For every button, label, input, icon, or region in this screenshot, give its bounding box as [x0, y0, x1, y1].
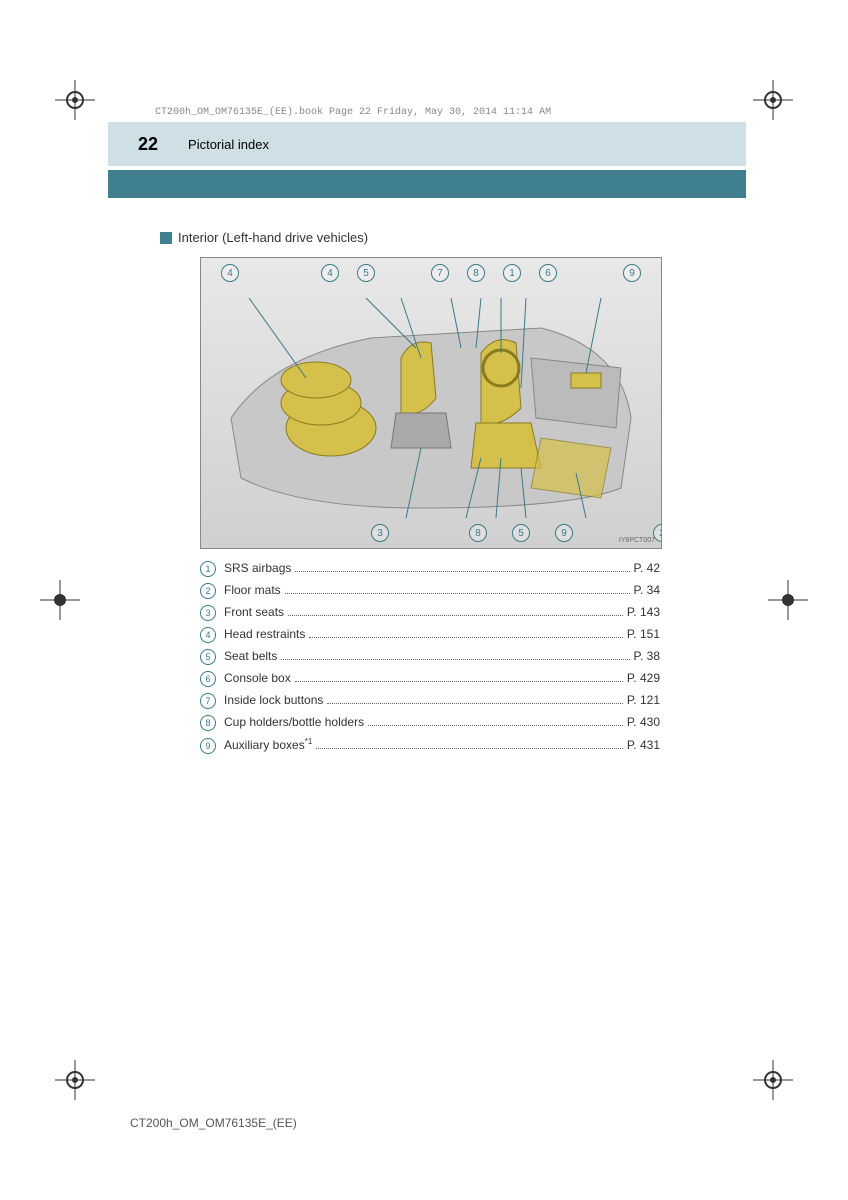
callout-number: 8: [469, 524, 487, 542]
index-label: Inside lock buttons: [224, 693, 323, 707]
index-row: 1 SRS airbags P. 42: [200, 561, 660, 577]
crop-mark-icon: [40, 580, 80, 620]
callout-number: 8: [467, 264, 485, 282]
index-page: P. 42: [634, 561, 660, 575]
index-label: Console box: [224, 671, 291, 685]
section-heading-text: Interior (Left-hand drive vehicles): [178, 230, 368, 245]
crop-mark-icon: [753, 80, 793, 120]
index-page: P. 143: [627, 605, 660, 619]
crop-mark-icon: [55, 1060, 95, 1100]
crop-mark-icon: [753, 1060, 793, 1100]
header-watermark: CT200h_OM_OM76135E_(EE).book Page 22 Fri…: [155, 107, 551, 118]
leader-dots: [327, 702, 622, 704]
index-page: P. 430: [627, 715, 660, 729]
leader-dots: [288, 614, 623, 616]
content-area: Interior (Left-hand drive vehicles): [160, 230, 700, 760]
header-band: 22 Pictorial index: [108, 122, 746, 166]
sub-band: [108, 170, 746, 198]
callout-number: 5: [357, 264, 375, 282]
leader-dots: [295, 570, 629, 572]
index-page: P. 38: [634, 649, 660, 663]
index-row: 3 Front seats P. 143: [200, 605, 660, 621]
index-page: P. 151: [627, 627, 660, 641]
callout-number: 4: [321, 264, 339, 282]
index-number: 2: [200, 583, 216, 599]
index-row: 8 Cup holders/bottle holders P. 430: [200, 715, 660, 731]
index-number: 3: [200, 605, 216, 621]
index-row: 7 Inside lock buttons P. 121: [200, 693, 660, 709]
callout-number: 5: [512, 524, 530, 542]
index-row: 2 Floor mats P. 34: [200, 583, 660, 599]
diagram-top-callouts: 4 4 5 7 8 1 6 9: [221, 264, 641, 282]
leader-dots: [281, 658, 629, 660]
square-bullet-icon: [160, 232, 172, 244]
index-number: 6: [200, 671, 216, 687]
index-label: Cup holders/bottle holders: [224, 715, 364, 729]
index-label: Seat belts: [224, 649, 277, 663]
crop-mark-icon: [55, 80, 95, 120]
index-number: 1: [200, 561, 216, 577]
leader-dots: [316, 747, 623, 749]
index-page: P. 34: [634, 583, 660, 597]
car-interior-illustration: [221, 298, 641, 518]
index-number: 5: [200, 649, 216, 665]
index-label: Front seats: [224, 605, 284, 619]
index-list: 1 SRS airbags P. 42 2 Floor mats P. 34 3…: [200, 561, 660, 754]
callout-number: 4: [221, 264, 239, 282]
index-label: Auxiliary boxes*1: [224, 737, 312, 752]
index-number: 7: [200, 693, 216, 709]
section-heading: Interior (Left-hand drive vehicles): [160, 230, 700, 245]
section-title: Pictorial index: [188, 137, 269, 152]
page-number: 22: [138, 134, 158, 155]
leader-dots: [368, 724, 623, 726]
index-number: 8: [200, 715, 216, 731]
index-number: 9: [200, 738, 216, 754]
callout-number: 7: [431, 264, 449, 282]
index-row: 5 Seat belts P. 38: [200, 649, 660, 665]
index-page: P. 431: [627, 738, 660, 752]
index-label: Floor mats: [224, 583, 281, 597]
index-label: Head restraints: [224, 627, 305, 641]
index-row: 6 Console box P. 429: [200, 671, 660, 687]
index-row: 4 Head restraints P. 151: [200, 627, 660, 643]
crop-mark-icon: [768, 580, 808, 620]
callout-number: 1: [503, 264, 521, 282]
callout-number: 9: [623, 264, 641, 282]
index-page: P. 429: [627, 671, 660, 685]
index-label: SRS airbags: [224, 561, 291, 575]
leader-dots: [295, 680, 623, 682]
interior-diagram: 4 4 5 7 8 1 6 9 3 8 5 9 2 IY8PCT: [200, 257, 662, 549]
leader-dots: [285, 592, 630, 594]
index-number: 4: [200, 627, 216, 643]
callout-number: 6: [539, 264, 557, 282]
callout-number: 9: [555, 524, 573, 542]
leader-dots: [309, 636, 622, 638]
index-row: 9 Auxiliary boxes*1 P. 431: [200, 737, 660, 754]
diagram-code: IY8PCT007: [619, 537, 655, 544]
page: CT200h_OM_OM76135E_(EE).book Page 22 Fri…: [0, 0, 848, 1200]
footer-text: CT200h_OM_OM76135E_(EE): [130, 1116, 297, 1130]
index-page: P. 121: [627, 693, 660, 707]
callout-number: 3: [371, 524, 389, 542]
